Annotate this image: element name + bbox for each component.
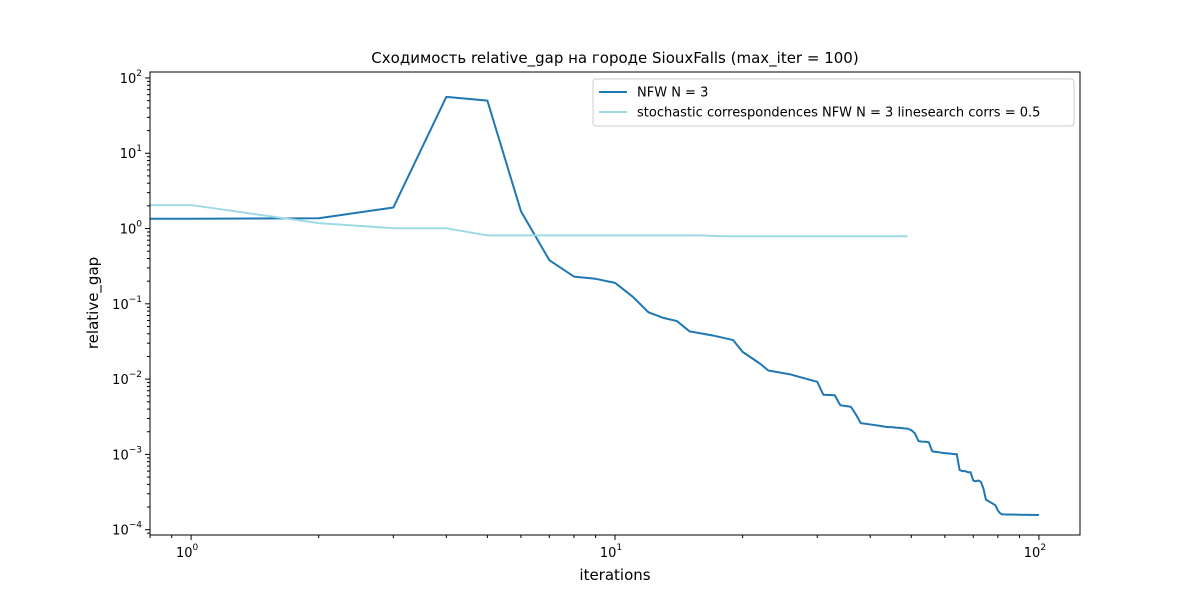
y-tick-label: 101 bbox=[120, 144, 142, 162]
x-axis-ticks: 100 101 102 bbox=[149, 535, 1046, 561]
series-line-1 bbox=[150, 95, 1039, 516]
x-tick-label: 101 bbox=[600, 543, 622, 561]
y-tick-label: 10−4 bbox=[112, 521, 142, 539]
series-line-2 bbox=[150, 204, 908, 238]
legend: NFW N = 3 stochastic correspondences NFW … bbox=[592, 78, 1075, 127]
legend-label-2: stochastic correspondences NFW N = 3 lin… bbox=[637, 106, 1040, 121]
y-tick-label: 10−1 bbox=[112, 295, 142, 313]
y-axis-label: relative_gap bbox=[84, 257, 103, 349]
y-tick-label: 102 bbox=[120, 69, 142, 87]
y-tick-label: 100 bbox=[120, 220, 143, 238]
y-axis-ticks: 10−4 10−3 10−2 10−1 100 101 102 bbox=[112, 69, 150, 539]
x-tick-label: 102 bbox=[1024, 543, 1046, 561]
chart-title: Сходимость relative_gap на городе SiouxF… bbox=[371, 49, 858, 68]
legend-label-1: NFW N = 3 bbox=[637, 86, 708, 101]
legend-box bbox=[592, 78, 1075, 127]
x-axis-label: iterations bbox=[579, 566, 650, 584]
y-tick-label: 10−2 bbox=[112, 370, 142, 388]
y-tick-label: 10−3 bbox=[112, 445, 142, 463]
axes-frame bbox=[149, 71, 1081, 536]
plot-area bbox=[149, 71, 1081, 536]
x-tick-label: 100 bbox=[176, 543, 199, 561]
